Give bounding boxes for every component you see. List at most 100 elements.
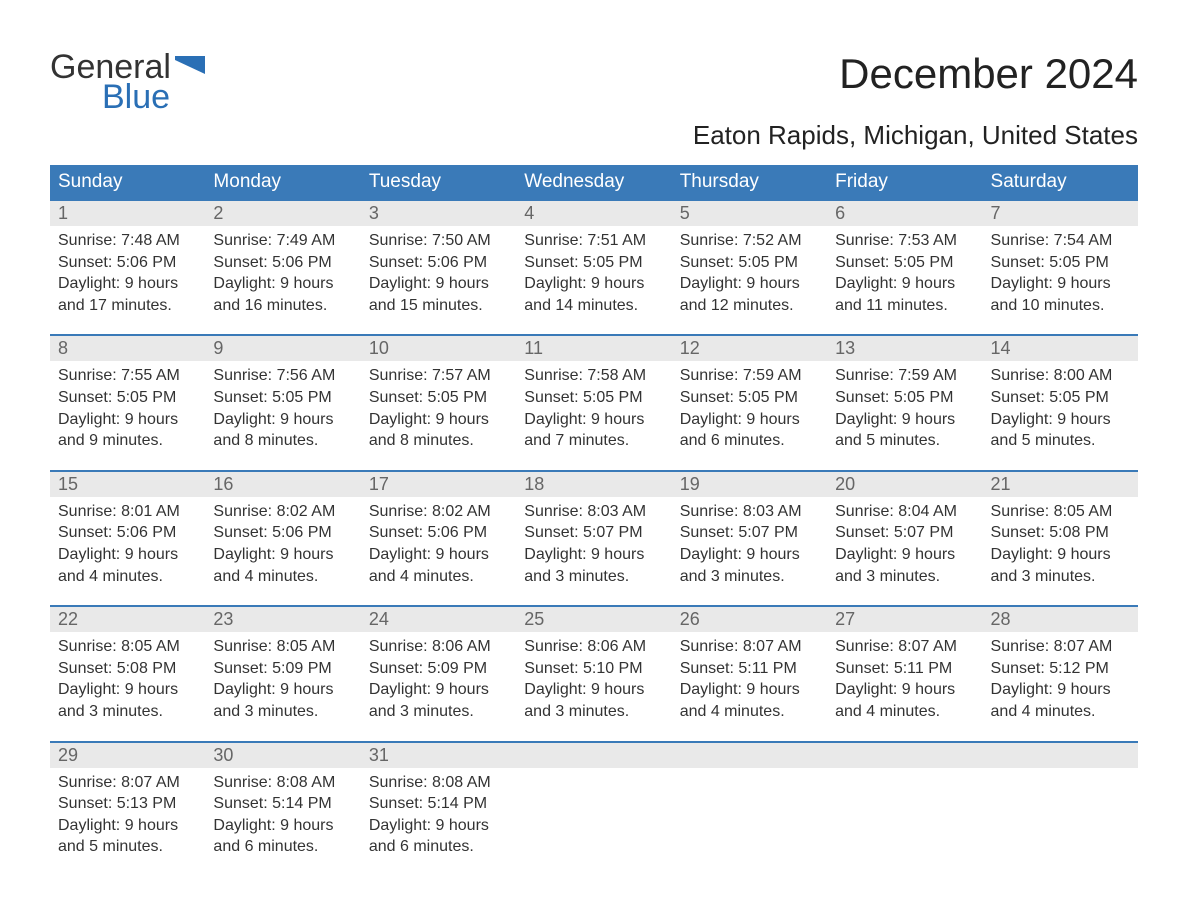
daylight-line-1: Daylight: 9 hours xyxy=(369,273,508,295)
day-content-cell: Sunrise: 7:55 AMSunset: 5:05 PMDaylight:… xyxy=(50,361,205,470)
logo-word2: Blue xyxy=(50,80,205,114)
daylight-line-2: and 5 minutes. xyxy=(58,836,197,858)
day-number-cell: 12 xyxy=(672,335,827,361)
daylight-line-2: and 4 minutes. xyxy=(991,701,1130,723)
day-number-cell: 3 xyxy=(361,200,516,226)
sunset-line: Sunset: 5:05 PM xyxy=(835,387,974,409)
day-number-cell: 1 xyxy=(50,200,205,226)
daylight-line-1: Daylight: 9 hours xyxy=(991,679,1130,701)
day-number-cell: 27 xyxy=(827,606,982,632)
weekday-header: Wednesday xyxy=(516,165,671,200)
day-content-cell: Sunrise: 8:05 AMSunset: 5:08 PMDaylight:… xyxy=(50,632,205,741)
day-number-cell: 8 xyxy=(50,335,205,361)
day-number-cell: 2 xyxy=(205,200,360,226)
day-number-cell: 31 xyxy=(361,742,516,768)
sunrise-line: Sunrise: 8:03 AM xyxy=(680,501,819,523)
sunset-line: Sunset: 5:05 PM xyxy=(524,387,663,409)
day-number-cell: 6 xyxy=(827,200,982,226)
day-number-row: 293031 xyxy=(50,742,1138,768)
weekday-header-row: Sunday Monday Tuesday Wednesday Thursday… xyxy=(50,165,1138,200)
day-content-cell: Sunrise: 8:02 AMSunset: 5:06 PMDaylight:… xyxy=(205,497,360,606)
day-content-cell: Sunrise: 8:08 AMSunset: 5:14 PMDaylight:… xyxy=(361,768,516,876)
daylight-line-2: and 10 minutes. xyxy=(991,295,1130,317)
daylight-line-2: and 3 minutes. xyxy=(524,566,663,588)
day-number-cell: 30 xyxy=(205,742,360,768)
daylight-line-2: and 4 minutes. xyxy=(213,566,352,588)
sunrise-line: Sunrise: 8:07 AM xyxy=(58,772,197,794)
daylight-line-2: and 15 minutes. xyxy=(369,295,508,317)
day-number-row: 15161718192021 xyxy=(50,471,1138,497)
day-content-cell: Sunrise: 8:05 AMSunset: 5:08 PMDaylight:… xyxy=(983,497,1138,606)
daylight-line-2: and 12 minutes. xyxy=(680,295,819,317)
logo: General Blue xyxy=(50,50,205,114)
day-number-cell: 19 xyxy=(672,471,827,497)
sunrise-line: Sunrise: 7:49 AM xyxy=(213,230,352,252)
daylight-line-2: and 3 minutes. xyxy=(524,701,663,723)
daylight-line-2: and 11 minutes. xyxy=(835,295,974,317)
sunset-line: Sunset: 5:06 PM xyxy=(213,522,352,544)
daylight-line-1: Daylight: 9 hours xyxy=(524,679,663,701)
sunset-line: Sunset: 5:05 PM xyxy=(680,387,819,409)
sunset-line: Sunset: 5:12 PM xyxy=(991,658,1130,680)
day-number-cell: 20 xyxy=(827,471,982,497)
daylight-line-2: and 9 minutes. xyxy=(58,430,197,452)
sunset-line: Sunset: 5:10 PM xyxy=(524,658,663,680)
day-number-cell: 9 xyxy=(205,335,360,361)
daylight-line-2: and 4 minutes. xyxy=(680,701,819,723)
sunset-line: Sunset: 5:05 PM xyxy=(58,387,197,409)
day-number-cell xyxy=(983,742,1138,768)
daylight-line-2: and 3 minutes. xyxy=(369,701,508,723)
day-number-cell: 28 xyxy=(983,606,1138,632)
header: General Blue December 2024 xyxy=(50,50,1138,114)
weekday-header: Saturday xyxy=(983,165,1138,200)
sunset-line: Sunset: 5:05 PM xyxy=(835,252,974,274)
day-number-cell: 16 xyxy=(205,471,360,497)
daylight-line-1: Daylight: 9 hours xyxy=(213,273,352,295)
day-number-cell: 21 xyxy=(983,471,1138,497)
sunset-line: Sunset: 5:05 PM xyxy=(524,252,663,274)
day-content-cell: Sunrise: 7:49 AMSunset: 5:06 PMDaylight:… xyxy=(205,226,360,335)
daylight-line-1: Daylight: 9 hours xyxy=(369,409,508,431)
sunset-line: Sunset: 5:05 PM xyxy=(213,387,352,409)
sunset-line: Sunset: 5:06 PM xyxy=(369,252,508,274)
day-number-cell: 15 xyxy=(50,471,205,497)
daylight-line-2: and 17 minutes. xyxy=(58,295,197,317)
daylight-line-1: Daylight: 9 hours xyxy=(524,273,663,295)
sunrise-line: Sunrise: 8:06 AM xyxy=(524,636,663,658)
page-title: December 2024 xyxy=(839,50,1138,98)
daylight-line-1: Daylight: 9 hours xyxy=(58,815,197,837)
sunset-line: Sunset: 5:05 PM xyxy=(991,252,1130,274)
sunrise-line: Sunrise: 7:50 AM xyxy=(369,230,508,252)
sunrise-line: Sunrise: 8:08 AM xyxy=(213,772,352,794)
flag-icon xyxy=(175,50,205,84)
day-content-cell xyxy=(672,768,827,876)
sunrise-line: Sunrise: 7:53 AM xyxy=(835,230,974,252)
daylight-line-1: Daylight: 9 hours xyxy=(991,409,1130,431)
sunset-line: Sunset: 5:13 PM xyxy=(58,793,197,815)
day-content-cell: Sunrise: 8:08 AMSunset: 5:14 PMDaylight:… xyxy=(205,768,360,876)
day-content-cell: Sunrise: 7:52 AMSunset: 5:05 PMDaylight:… xyxy=(672,226,827,335)
sunrise-line: Sunrise: 8:02 AM xyxy=(213,501,352,523)
day-number-cell: 26 xyxy=(672,606,827,632)
daylight-line-1: Daylight: 9 hours xyxy=(524,409,663,431)
sunrise-line: Sunrise: 8:01 AM xyxy=(58,501,197,523)
day-content-cell: Sunrise: 8:04 AMSunset: 5:07 PMDaylight:… xyxy=(827,497,982,606)
day-content-cell: Sunrise: 8:01 AMSunset: 5:06 PMDaylight:… xyxy=(50,497,205,606)
day-content-cell: Sunrise: 7:58 AMSunset: 5:05 PMDaylight:… xyxy=(516,361,671,470)
day-number-cell: 4 xyxy=(516,200,671,226)
daylight-line-1: Daylight: 9 hours xyxy=(58,409,197,431)
daylight-line-1: Daylight: 9 hours xyxy=(835,409,974,431)
daylight-line-2: and 3 minutes. xyxy=(680,566,819,588)
day-content-cell: Sunrise: 8:07 AMSunset: 5:11 PMDaylight:… xyxy=(827,632,982,741)
day-content-cell: Sunrise: 8:06 AMSunset: 5:09 PMDaylight:… xyxy=(361,632,516,741)
daylight-line-1: Daylight: 9 hours xyxy=(369,679,508,701)
daylight-line-1: Daylight: 9 hours xyxy=(835,679,974,701)
day-content-cell: Sunrise: 8:06 AMSunset: 5:10 PMDaylight:… xyxy=(516,632,671,741)
weekday-header: Tuesday xyxy=(361,165,516,200)
daylight-line-2: and 6 minutes. xyxy=(680,430,819,452)
day-content-cell xyxy=(516,768,671,876)
daylight-line-1: Daylight: 9 hours xyxy=(369,815,508,837)
sunset-line: Sunset: 5:06 PM xyxy=(213,252,352,274)
day-content-cell: Sunrise: 7:57 AMSunset: 5:05 PMDaylight:… xyxy=(361,361,516,470)
day-number-cell: 5 xyxy=(672,200,827,226)
